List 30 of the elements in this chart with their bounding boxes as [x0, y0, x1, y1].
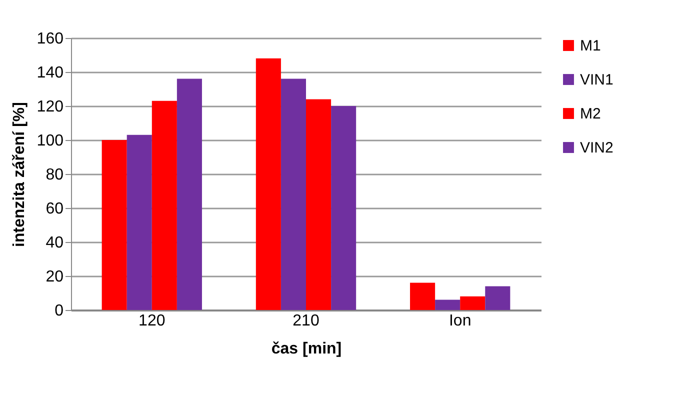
bar	[102, 140, 127, 310]
x-tick-label: 210	[292, 312, 320, 330]
y-tick-label: 120	[36, 98, 64, 116]
y-tick-label: 160	[36, 30, 64, 48]
y-tick-label: 20	[46, 268, 64, 286]
bar	[485, 286, 510, 310]
legend-label: M1	[580, 38, 601, 54]
y-axis-title: intenzita záření [%]	[10, 102, 28, 247]
bar	[126, 134, 152, 310]
legend-label: M2	[580, 106, 601, 122]
bar	[176, 78, 202, 310]
y-tick-label: 100	[36, 132, 64, 150]
y-tick-label: 0	[54, 302, 64, 320]
y-tick-label: 140	[36, 64, 64, 82]
bar	[435, 300, 460, 310]
legend-label: VIN1	[580, 72, 614, 88]
bar	[256, 58, 281, 310]
x-axis-title: čas [min]	[271, 340, 342, 358]
y-tick-label: 40	[46, 234, 64, 252]
x-tick-label: 120	[138, 312, 166, 330]
bar	[331, 106, 356, 310]
y-tick-label: 80	[46, 166, 64, 184]
legend-label: VIN2	[580, 140, 614, 156]
x-tick-label: Ion	[448, 312, 472, 330]
bar	[280, 78, 306, 310]
bar	[460, 296, 486, 310]
bar	[410, 282, 436, 310]
y-tick-label: 60	[46, 200, 64, 218]
bar	[306, 99, 332, 310]
bar	[152, 100, 177, 310]
